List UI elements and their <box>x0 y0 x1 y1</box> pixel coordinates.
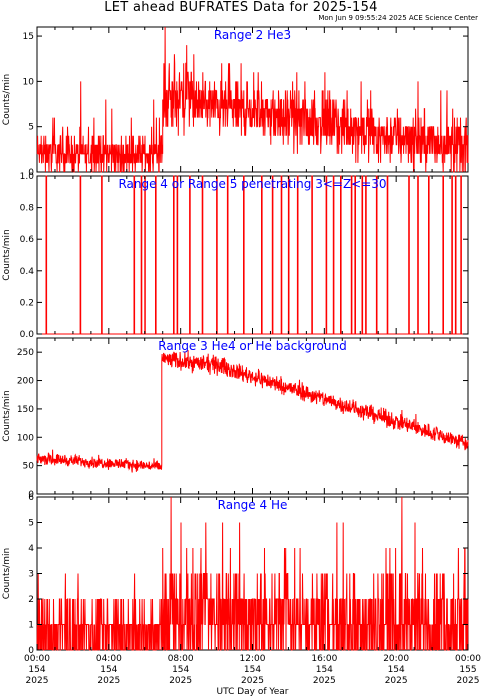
y-tick-label-4: 2 <box>28 595 34 605</box>
y-axis-label-3: Counts/min <box>2 390 12 441</box>
x-tick-label-time: 00:00 <box>455 654 481 664</box>
x-tick-label-time: 08:00 <box>168 654 194 664</box>
panel-title-3: Range 3 He4 or He background <box>158 339 346 353</box>
y-tick-label-2: 0.6 <box>20 235 35 245</box>
y-tick-label-4: 1 <box>28 621 34 631</box>
y-tick-label-4: 0 <box>28 646 34 656</box>
y-tick-label-4: 4 <box>28 544 34 554</box>
x-tick-label-doy: 154 <box>28 665 45 675</box>
x-axis-title: UTC Day of Year <box>217 687 289 697</box>
y-tick-label-1: 0 <box>28 168 34 178</box>
y-tick-label-2: 0.2 <box>20 298 34 308</box>
x-tick-label-time: 12:00 <box>240 654 266 664</box>
y-tick-label-3: 150 <box>17 405 34 415</box>
y-tick-label-2: 0.4 <box>20 267 35 277</box>
y-axis-label-4: Counts/min <box>2 548 12 599</box>
x-tick-label-time: 20:00 <box>383 654 409 664</box>
panel-title-2: Range 4 or Range 5 penetrating 3<=Z<=30 <box>118 177 386 191</box>
series-line-3 <box>36 350 469 473</box>
x-tick-label-doy: 154 <box>388 665 405 675</box>
series-line-1 <box>36 26 469 173</box>
timestamp: Mon Jun 9 09:55:24 2025 ACE Science Cent… <box>318 14 478 22</box>
x-tick-label-year: 2025 <box>313 676 336 686</box>
panel-title-1: Range 2 He3 <box>214 28 291 42</box>
series-line-2 <box>37 175 468 335</box>
x-tick-label-year: 2025 <box>385 676 408 686</box>
x-tick-label-doy: 154 <box>244 665 261 675</box>
x-tick-label-year: 2025 <box>26 676 49 686</box>
y-tick-label-3: 0 <box>28 490 34 500</box>
x-tick-label-time: 00:00 <box>24 654 50 664</box>
y-tick-label-3: 250 <box>17 348 34 358</box>
x-tick-label-time: 04:00 <box>96 654 122 664</box>
y-tick-label-2: 0.8 <box>20 204 35 214</box>
y-tick-label-4: 5 <box>28 519 34 529</box>
x-tick-label-time: 16:00 <box>311 654 337 664</box>
series-line-4 <box>36 496 469 651</box>
y-tick-label-1: 5 <box>28 123 34 133</box>
y-tick-label-4: 6 <box>28 493 34 503</box>
x-tick-label-year: 2025 <box>457 676 480 686</box>
y-tick-label-1: 10 <box>23 77 35 87</box>
x-tick-label-year: 2025 <box>97 676 120 686</box>
panel-title-4: Range 4 He <box>218 498 288 512</box>
y-tick-label-2: 0.0 <box>20 330 35 340</box>
y-tick-label-4: 3 <box>28 570 34 580</box>
x-tick-label-doy: 154 <box>172 665 189 675</box>
x-tick-label-year: 2025 <box>241 676 264 686</box>
y-tick-label-3: 100 <box>17 433 34 443</box>
y-tick-label-3: 200 <box>17 377 34 387</box>
chart-title: LET ahead BUFRATES Data for 2025-154 <box>104 0 378 15</box>
x-tick-label-doy: 155 <box>459 665 476 675</box>
panel-frame-3 <box>36 337 469 495</box>
x-tick-label-year: 2025 <box>169 676 192 686</box>
y-axis-label-2: Counts/min <box>2 229 12 280</box>
y-tick-label-1: 15 <box>23 32 34 42</box>
y-tick-label-2: 1.0 <box>20 172 35 182</box>
x-tick-label-doy: 154 <box>100 665 117 675</box>
y-axis-label-1: Counts/min <box>2 74 12 125</box>
y-tick-label-3: 50 <box>23 462 35 472</box>
x-tick-label-doy: 154 <box>316 665 333 675</box>
